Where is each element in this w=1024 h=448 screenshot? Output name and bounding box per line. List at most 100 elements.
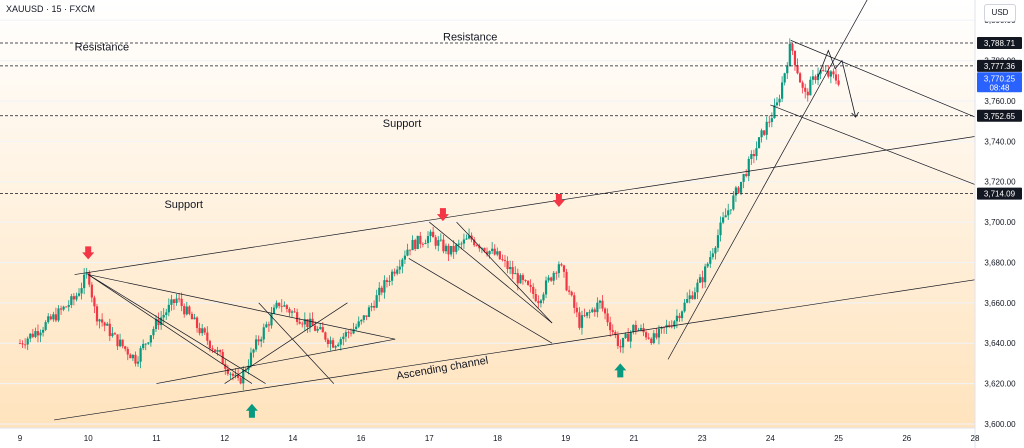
candle-body xyxy=(188,306,191,314)
candle-body xyxy=(619,346,622,348)
candle-body xyxy=(54,314,58,321)
candle-body xyxy=(380,287,383,293)
candle-body xyxy=(231,373,235,376)
x-tick-label: 25 xyxy=(834,434,843,443)
x-tick-label: 14 xyxy=(288,434,297,443)
current-price-badge xyxy=(977,72,1022,93)
candle-body xyxy=(714,247,717,254)
annotation-label: Resistance xyxy=(443,31,497,43)
candle-body xyxy=(721,217,725,223)
candle-body xyxy=(129,354,132,359)
candle-body xyxy=(167,304,170,313)
candle-body xyxy=(313,325,317,331)
candle-body xyxy=(67,305,70,307)
candle-body xyxy=(367,307,371,317)
candle-body xyxy=(375,295,378,308)
candle-body xyxy=(221,351,224,364)
candle-body xyxy=(739,181,743,193)
candle-body xyxy=(632,324,635,333)
candle-body xyxy=(170,299,173,305)
candle-body xyxy=(162,314,165,318)
time-axis[interactable] xyxy=(0,428,975,448)
x-tick-label: 19 xyxy=(561,434,570,443)
candle-body xyxy=(596,302,599,313)
candle-body xyxy=(111,333,114,337)
candle-body xyxy=(95,306,99,322)
candle-body xyxy=(177,298,181,300)
candle-body xyxy=(39,332,42,336)
candle-body xyxy=(824,70,827,72)
candle-body xyxy=(475,245,478,246)
candle-body xyxy=(257,339,260,342)
candle-body xyxy=(203,328,206,333)
candle-body xyxy=(98,319,101,322)
candle-body xyxy=(390,271,394,281)
y-tick-label: 3,640.00 xyxy=(984,339,1016,348)
candle-body xyxy=(342,336,345,340)
x-tick-label: 24 xyxy=(766,434,775,443)
x-tick-label: 10 xyxy=(84,434,93,443)
candle-body xyxy=(449,245,453,255)
candle-body xyxy=(460,243,463,245)
candle-body xyxy=(568,290,571,292)
candle-body xyxy=(21,343,24,345)
candle-body xyxy=(704,266,707,283)
wedge-upper xyxy=(224,302,348,384)
sell-arrow-icon xyxy=(552,193,565,207)
candle-body xyxy=(506,261,509,270)
candle-body xyxy=(696,282,699,293)
flag-lower xyxy=(408,258,553,344)
candle-body xyxy=(254,339,258,350)
candle-body xyxy=(190,313,194,320)
candle-body xyxy=(775,102,779,106)
candle-body xyxy=(34,331,37,337)
candle-body xyxy=(485,251,489,255)
candle-body xyxy=(521,275,525,281)
candle-body xyxy=(311,318,314,326)
candle-body xyxy=(206,332,209,341)
current-price-text: 3,770.25 xyxy=(984,74,1016,83)
candle-body xyxy=(208,340,211,349)
candle-body xyxy=(211,348,214,350)
candle-body xyxy=(329,340,332,344)
candle-body xyxy=(606,313,609,323)
x-tick-label: 26 xyxy=(902,434,911,443)
price-level-badge xyxy=(977,187,1022,200)
candle-body xyxy=(414,239,417,250)
candle-body xyxy=(290,311,294,313)
candle-body xyxy=(83,274,86,289)
candle-body xyxy=(316,328,319,331)
candle-body xyxy=(370,305,373,308)
flag-upper xyxy=(429,221,553,324)
y-tick-label: 3,760.00 xyxy=(984,97,1016,106)
candle-body xyxy=(814,76,817,81)
candle-body xyxy=(532,286,535,294)
candle-body xyxy=(239,377,242,384)
candle-body xyxy=(393,271,396,274)
candle-body xyxy=(624,333,627,338)
candle-body xyxy=(198,327,201,334)
candle-body xyxy=(118,339,122,347)
candle-body xyxy=(308,318,312,327)
candle-body xyxy=(488,251,491,255)
candle-body xyxy=(706,263,709,267)
candle-body xyxy=(439,239,442,241)
currency-button[interactable]: USD xyxy=(984,4,1016,22)
candle-body xyxy=(411,239,414,251)
candle-body xyxy=(555,272,558,274)
candle-body xyxy=(578,312,581,328)
candle-body xyxy=(462,239,466,244)
candle-body xyxy=(496,251,499,255)
candle-body xyxy=(452,245,455,252)
candle-body xyxy=(301,323,304,325)
candle-body xyxy=(701,277,704,283)
y-tick-label: 3,740.00 xyxy=(984,137,1016,146)
candle-body xyxy=(806,91,809,96)
candle-body xyxy=(224,363,227,369)
candle-body xyxy=(49,316,52,320)
candle-body xyxy=(778,98,781,103)
candles xyxy=(18,38,840,391)
candle-body xyxy=(719,222,722,236)
candle-body xyxy=(537,301,540,304)
